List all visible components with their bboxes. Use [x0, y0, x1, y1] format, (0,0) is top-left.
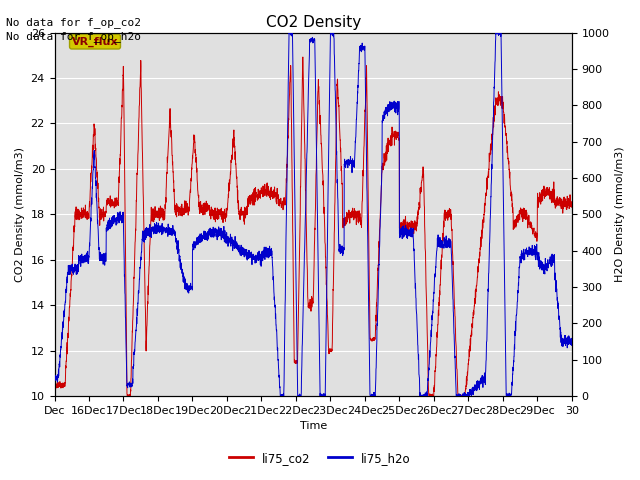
Title: CO2 Density: CO2 Density [266, 15, 361, 30]
Y-axis label: H2O Density (mmol/m3): H2O Density (mmol/m3) [615, 146, 625, 282]
Text: No data for f_op_h2o: No data for f_op_h2o [6, 31, 141, 42]
Y-axis label: CO2 Density (mmol/m3): CO2 Density (mmol/m3) [15, 147, 25, 282]
Text: No data for f_op_co2: No data for f_op_co2 [6, 17, 141, 28]
Legend: li75_co2, li75_h2o: li75_co2, li75_h2o [224, 447, 416, 469]
Text: VR_flux: VR_flux [72, 36, 118, 47]
X-axis label: Time: Time [300, 421, 327, 432]
